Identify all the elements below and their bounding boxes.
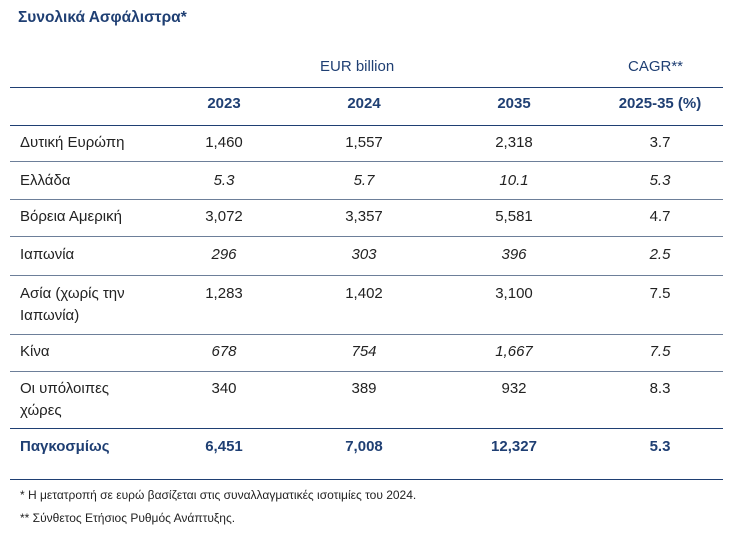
footnote-cagr: ** Σύνθετος Ετήσιος Ρυθμός Ανάπτυξης. (20, 511, 236, 525)
cell-cagr: 7.5 (649, 285, 671, 302)
header-bottom-rule (10, 125, 723, 126)
row-divider (10, 236, 723, 237)
cell-2023: 5.3 (213, 172, 235, 189)
footnote-conversion: * Η μετατροπή σε ευρώ βασίζεται στις συν… (20, 488, 417, 502)
cell-2023: 1,283 (205, 285, 243, 302)
table-bottom-rule (10, 479, 723, 480)
cell-cagr: 2.5 (649, 246, 671, 263)
cell-2035: 5,581 (495, 208, 533, 225)
row-divider (10, 275, 723, 276)
cell-2035: 1,667 (495, 343, 533, 360)
row-divider (10, 161, 723, 162)
header-year-2035: 2035 (497, 95, 531, 112)
header-top-rule (10, 87, 723, 88)
cell-2035: 932 (501, 380, 527, 397)
row-divider (10, 334, 723, 335)
row-label: Δυτική Ευρώπη (20, 134, 125, 151)
row-label: Ασία (χωρίς την Ιαπωνία) (20, 285, 125, 324)
header-cagr: CAGR** (628, 58, 684, 75)
cell-cagr: 8.3 (649, 380, 671, 397)
row-label: Ελλάδα (20, 172, 71, 189)
cell-cagr: 7.5 (649, 343, 671, 360)
cell-2024: 389 (351, 380, 377, 397)
cell-2024: 303 (351, 246, 377, 263)
header-year-2024: 2024 (347, 95, 381, 112)
header-year-2023: 2023 (207, 95, 241, 112)
cell-2035: 2,318 (495, 134, 533, 151)
row-label: Βόρεια Αμερική (20, 208, 122, 225)
cell-2023: 296 (211, 246, 237, 263)
cell-2023: 3,072 (205, 208, 243, 225)
cell-2024: 1,402 (345, 285, 383, 302)
table-title: Συνολικά Ασφάλιστρα* (18, 9, 187, 26)
cell-2024-total: 7,008 (345, 438, 383, 455)
cell-cagr: 4.7 (649, 208, 671, 225)
cell-2024: 754 (351, 343, 377, 360)
cell-2035-total: 12,327 (491, 438, 537, 455)
header-cagr-period: 2025-35 (%) (618, 95, 702, 112)
row-divider (10, 199, 723, 200)
row-label-total: Παγκοσμίως (20, 438, 110, 455)
cell-2035: 396 (501, 246, 527, 263)
cell-2023: 678 (211, 343, 237, 360)
cell-cagr-total: 5.3 (649, 438, 671, 455)
row-divider (10, 371, 723, 372)
cell-2024: 3,357 (345, 208, 383, 225)
row-label: Οι υπόλοιπες χώρες (20, 380, 109, 419)
cell-2024: 1,557 (345, 134, 383, 151)
cell-2023: 340 (211, 380, 237, 397)
total-top-rule (10, 428, 723, 429)
row-label: Κίνα (20, 343, 50, 360)
cell-2023-total: 6,451 (205, 438, 243, 455)
cell-cagr: 5.3 (649, 172, 671, 189)
cell-2035: 10.1 (499, 172, 529, 189)
header-eur-billion: EUR billion (320, 58, 395, 75)
cell-2024: 5.7 (353, 172, 375, 189)
cell-cagr: 3.7 (649, 134, 671, 151)
row-label: Ιαπωνία (20, 246, 75, 263)
cell-2035: 3,100 (495, 285, 533, 302)
cell-2023: 1,460 (205, 134, 243, 151)
